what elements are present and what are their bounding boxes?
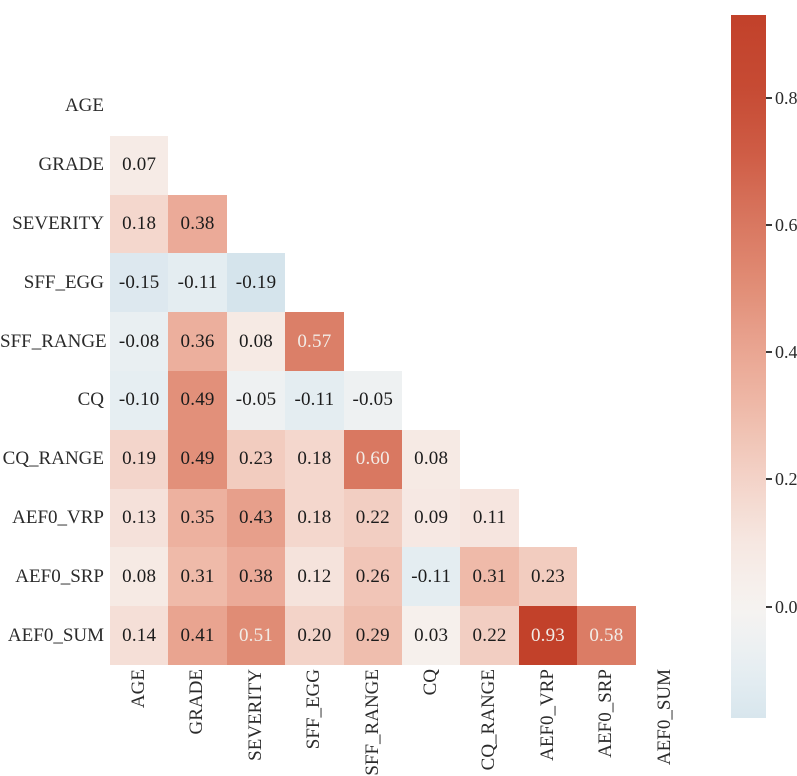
heatmap-cell: 0.43 <box>226 488 286 548</box>
heatmap-cell: 0.09 <box>402 488 461 548</box>
col-label-aef0_sum: AEF0_SUM <box>653 669 675 766</box>
heatmap-cell: -0.11 <box>402 547 461 607</box>
heatmap-cell: 0.38 <box>168 194 227 254</box>
row-label-severity: SEVERITY <box>12 213 104 234</box>
colorbar-tick <box>766 351 772 354</box>
heatmap-cell: 0.23 <box>518 547 578 607</box>
colorbar-tick <box>766 605 772 608</box>
heatmap-cell: 0.12 <box>285 547 344 607</box>
heatmap-cell: -0.08 <box>110 312 169 371</box>
heatmap-cell: 0.19 <box>110 429 169 489</box>
heatmap-cell: 0.18 <box>285 488 344 548</box>
col-label-cq: CQ <box>420 669 441 696</box>
row-label-aef0_srp: AEF0_SRP <box>15 565 104 587</box>
heatmap-cell: 0.26 <box>343 547 402 607</box>
heatmap-cell: 0.22 <box>343 488 402 548</box>
colorbar-tick-label: 0.6 <box>775 214 797 235</box>
heatmap-cell: 0.49 <box>168 429 227 489</box>
heatmap-cell: -0.10 <box>110 371 169 430</box>
col-label-grade: GRADE <box>186 669 208 735</box>
col-label-aef0_vrp: AEF0_VRP <box>536 669 558 761</box>
heatmap-cell: -0.05 <box>343 371 402 430</box>
row-label-aef0_vrp: AEF0_VRP <box>12 507 104 528</box>
heatmap-cell: 0.08 <box>402 429 461 489</box>
colorbar-tick <box>766 478 772 481</box>
heatmap-cell: 0.07 <box>110 135 169 195</box>
heatmap-cell: 0.22 <box>460 606 519 665</box>
colorbar-tick-label: 0.8 <box>775 87 797 108</box>
heatmap-cell: 0.93 <box>518 606 578 665</box>
heatmap-cell: 0.14 <box>110 606 169 665</box>
heatmap-cell: 0.03 <box>402 606 461 665</box>
heatmap-cell: -0.19 <box>226 253 286 313</box>
heatmap-cell: 0.51 <box>226 606 286 665</box>
heatmap-cell: 0.13 <box>110 488 169 548</box>
heatmap-cell: -0.11 <box>168 253 227 313</box>
heatmap-cell: 0.08 <box>110 547 169 607</box>
heatmap-cell: 0.11 <box>460 488 519 548</box>
heatmap-cell: 0.38 <box>226 547 286 607</box>
heatmap-cell: 0.08 <box>226 312 286 371</box>
heatmap-cell: -0.15 <box>110 253 169 313</box>
heatmap-cell: 0.36 <box>168 312 227 371</box>
heatmap-cell: 0.18 <box>285 429 344 489</box>
row-label-cq_range: CQ_RANGE <box>2 448 104 470</box>
heatmap-cell: 0.31 <box>460 547 519 607</box>
heatmap-cell: 0.58 <box>577 606 636 665</box>
col-label-severity: SEVERITY <box>244 669 266 761</box>
heatmap-cell: 0.57 <box>285 312 344 371</box>
colorbar-tick-label: 0.0 <box>775 596 797 617</box>
heatmap-cell: 0.23 <box>226 429 286 489</box>
col-label-sff_egg: SFF_EGG <box>303 669 325 750</box>
row-label-sff_egg: SFF_EGG <box>23 271 104 293</box>
heatmap-cell: 0.49 <box>168 371 227 430</box>
row-label-age: AGE <box>64 95 104 117</box>
colorbar <box>731 15 766 718</box>
heatmap-cell: 0.31 <box>168 547 227 607</box>
heatmap-cell: 0.29 <box>343 606 402 665</box>
heatmap-cell: -0.05 <box>226 371 286 430</box>
colorbar-tick <box>766 96 772 99</box>
heatmap-grid: 0.07 0.18 0.38 -0.15 -0.11 -0.19 -0.08 0.36 0.08… <box>110 77 694 665</box>
heatmap-cell: 0.18 <box>110 194 169 254</box>
heatmap-cell: 0.35 <box>168 488 227 548</box>
heatmap-cell: -0.11 <box>285 371 344 430</box>
heatmap-cell: 0.60 <box>343 429 402 489</box>
col-label-cq_range: CQ_RANGE <box>478 669 500 771</box>
col-label-aef0_srp: AEF0_SRP <box>595 669 617 758</box>
col-label-sff_range: SFF_RANGE <box>361 669 383 776</box>
colorbar-tick-label: 0.2 <box>775 469 797 490</box>
colorbar-tick <box>766 223 772 226</box>
col-label-age: AGE <box>128 669 149 709</box>
heatmap-cell: 0.20 <box>285 606 344 665</box>
colorbar-tick-label: 0.4 <box>775 342 797 363</box>
row-label-aef0_sum: AEF0_SUM <box>7 624 104 646</box>
row-label-sff_range: SFF_RANGE <box>0 330 107 352</box>
heatmap-cell: 0.41 <box>168 606 227 665</box>
row-label-cq: CQ <box>77 389 104 411</box>
row-label-grade: GRADE <box>38 154 104 176</box>
